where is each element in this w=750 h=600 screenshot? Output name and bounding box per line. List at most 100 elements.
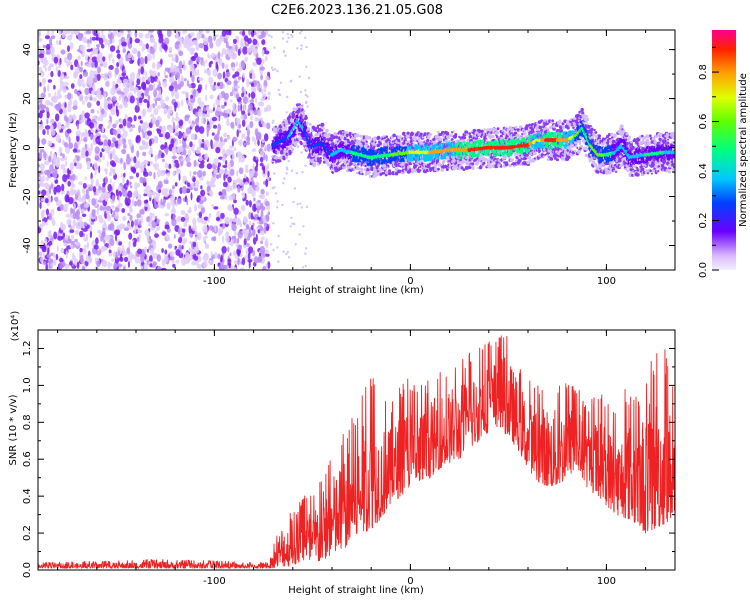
spectrogram-noise-cell [186, 161, 192, 167]
spectrogram-noise-cell [182, 30, 186, 35]
spectrogram-noise-cell [104, 38, 109, 46]
spectrogram-noise-cell [131, 47, 138, 55]
spectrogram-noise-cell [179, 68, 182, 75]
spectrogram-noise-cell [270, 66, 274, 70]
spectrogram-noise-cell [111, 194, 115, 202]
spectrogram-noise-cell [105, 234, 110, 239]
spectrogram-noise-cell [236, 38, 239, 43]
spectrogram-noise-cell [103, 220, 106, 226]
spectrogram-noise-cell [231, 66, 236, 72]
spectrogram-noise-cell [112, 123, 117, 129]
spectrogram-noise-cell [265, 75, 269, 81]
spectrogram-ridge-halo [318, 159, 322, 163]
spectrogram-noise-cell [131, 124, 136, 128]
spectrogram-noise-cell [210, 139, 213, 148]
spectrogram-noise-cell [122, 144, 127, 149]
spectrogram-noise-cell [206, 180, 209, 187]
spectrogram-noise-cell [181, 240, 186, 245]
spectrogram-ridge-halo [305, 147, 309, 151]
spectrogram-noise-cell [252, 228, 256, 236]
spectrogram-noise-cell [302, 225, 305, 228]
spectrogram-noise-cell [69, 41, 74, 50]
spectrogram-noise-cell [233, 199, 237, 204]
spectrogram-noise-cell [154, 218, 157, 223]
spectrogram-noise-cell [73, 142, 78, 151]
spectrogram-noise-cell [62, 232, 66, 238]
spectrogram-noise-cell [137, 229, 143, 234]
spectrogram-noise-cell [142, 139, 146, 146]
spectrogram-noise-cell [262, 265, 267, 270]
spectrogram-noise-cell [85, 150, 89, 157]
spectrogram-noise-cell [127, 138, 132, 145]
spectrogram-noise-cell [246, 243, 250, 247]
spectrogram-noise-cell [179, 81, 184, 87]
spectrogram-noise-cell [97, 247, 101, 252]
spectrogram-noise-cell [248, 92, 251, 98]
spectrogram-ridge-halo [312, 162, 317, 166]
spectrogram-noise-cell [281, 37, 285, 40]
spectrogram-noise-cell [76, 123, 80, 130]
spectrogram-noise-cell [220, 52, 224, 57]
spectrogram-noise-cell [127, 261, 130, 268]
spectrogram-noise-cell [217, 82, 220, 87]
spectrogram-ridge-halo [286, 145, 289, 149]
spectrogram-noise-cell [181, 185, 187, 194]
spectrogram-noise-cell [299, 202, 302, 205]
spectrogram-noise-cell [203, 117, 206, 125]
spectrogram-noise-cell [193, 187, 199, 192]
spectrogram-noise-cell [87, 43, 91, 48]
spectrogram-ridge-halo [353, 137, 357, 140]
spectrogram-noise-cell [187, 149, 192, 157]
spectrogram-noise-cell [161, 158, 165, 163]
spectrogram-noise-cell [223, 132, 228, 138]
spectrogram-noise-cell [122, 176, 125, 184]
spectrogram-noise-cell [169, 76, 175, 84]
spectrogram-noise-cell [239, 155, 245, 163]
spectrogram-noise-cell [174, 125, 179, 131]
spectrogram-noise-cell [106, 205, 112, 211]
spectrogram-noise-cell [216, 99, 221, 104]
spectrogram-noise-cell [46, 254, 52, 258]
spectrogram-noise-cell [51, 30, 54, 35]
spectrogram-noise-cell [183, 64, 187, 71]
spectrogram-noise-cell [60, 157, 65, 162]
spectrogram-ridge-halo [330, 139, 334, 143]
spectrogram-noise-cell [263, 249, 270, 254]
spectrogram-noise-cell [218, 111, 224, 116]
spectrogram-noise-cell [256, 202, 261, 207]
spectrogram-noise-cell [156, 169, 161, 178]
spectrogram-noise-cell [66, 128, 72, 134]
spectrogram-noise-cell [298, 233, 301, 236]
spectrogram-noise-cell [248, 200, 252, 208]
spectrogram-noise-cell [135, 134, 141, 143]
spectrogram-noise-cell [256, 33, 259, 39]
spectrogram-noise-cell [289, 225, 292, 228]
spectrogram-noise-cell [290, 169, 294, 172]
spectrogram-noise-cell [286, 168, 289, 171]
spectrogram-noise-cell [69, 229, 75, 233]
spectrogram-noise-cell [226, 80, 232, 86]
spectrogram-noise-cell [205, 94, 208, 102]
spectrogram-noise-cell [190, 133, 195, 140]
spectrogram-noise-cell [229, 252, 232, 257]
spectrogram-noise-cell [251, 136, 255, 142]
spectrogram-ridge-halo [304, 116, 308, 120]
spectrogram-noise-cell [164, 37, 170, 45]
spectrogram-noise-cell [251, 72, 256, 80]
spectrogram-noise-cell [249, 109, 254, 116]
spectrogram-noise-cell [198, 43, 204, 49]
spectrogram-noise-cell [277, 88, 280, 92]
spectrogram-noise-cell [39, 149, 45, 153]
spectrogram-noise-cell [155, 119, 160, 128]
spectrogram-noise-cell [202, 260, 208, 269]
spectrogram-ridge-halo [426, 139, 430, 143]
spectrogram-noise-cell [252, 250, 256, 257]
spectrogram-noise-cell [82, 71, 89, 77]
spectrogram-noise-cell [235, 217, 241, 226]
spectrogram-noise-cell [104, 246, 108, 251]
spectrogram-noise-cell [186, 155, 191, 163]
spectrogram-noise-cell [129, 95, 135, 104]
spectrogram-noise-cell [207, 52, 210, 58]
spectrogram-noise-cell [267, 261, 271, 269]
spectrogram-noise-cell [66, 195, 70, 203]
